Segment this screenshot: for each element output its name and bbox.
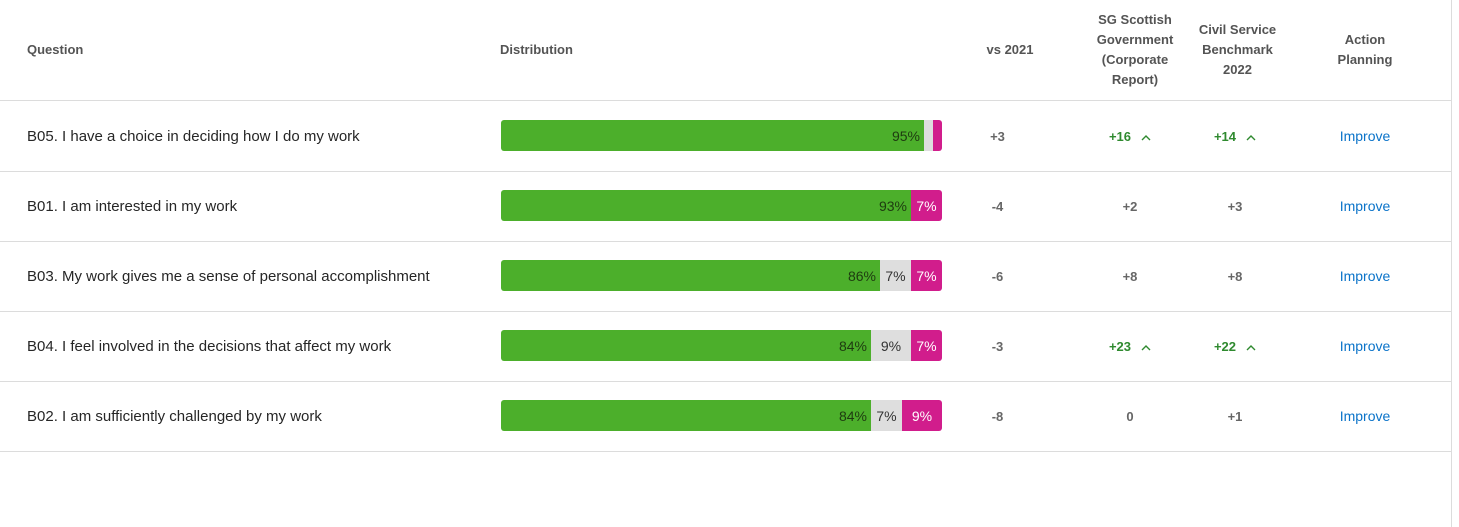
positive-label: 93% — [878, 197, 907, 214]
neutral-label: 7% — [885, 267, 906, 284]
neutral-segment[interactable]: 7% — [880, 260, 911, 291]
header-question[interactable]: Question — [27, 42, 84, 57]
cs-benchmark-comparison: +22 — [1190, 311, 1280, 381]
chevron-up-icon — [1246, 131, 1256, 141]
table-row[interactable]: B04. I feel involved in the decisions th… — [0, 311, 1452, 382]
header-sg-scottish-government[interactable]: SG Scottish Government (Corporate Report… — [1096, 12, 1174, 87]
neutral-segment[interactable]: 9% — [871, 330, 911, 361]
sg-comparison-value: 0 — [1126, 408, 1134, 424]
negative-segment[interactable]: 7% — [911, 260, 942, 291]
sg-comparison-value: +8 — [1122, 268, 1138, 284]
table-row[interactable]: B01. I am interested in my work 93% 7% -4 +2… — [0, 171, 1452, 242]
distribution-bar[interactable]: 93% 7% — [501, 190, 942, 221]
sg-comparison: +16 — [1085, 101, 1175, 171]
chevron-up-icon — [1141, 341, 1151, 351]
neutral-segment[interactable]: 7% — [871, 400, 902, 431]
improve-link[interactable]: Improve — [1339, 268, 1391, 284]
table-header: Question Distribution vs 2021 SG Scottis… — [0, 0, 1452, 101]
cs-benchmark-comparison-value: +8 — [1227, 268, 1243, 284]
table-row[interactable]: B05. I have a choice in deciding how I d… — [0, 101, 1452, 172]
distribution-bar[interactable]: 84% 9% 7% — [501, 330, 942, 361]
negative-label: 7% — [916, 267, 937, 284]
header-civil-service-benchmark[interactable]: Civil Service Benchmark 2022 — [1198, 22, 1277, 77]
negative-label: 9% — [911, 407, 933, 424]
positive-label: 95% — [891, 127, 920, 144]
improve-link[interactable]: Improve — [1339, 128, 1391, 144]
positive-segment[interactable]: 95% — [501, 120, 924, 151]
question-text: B05. I have a choice in deciding how I d… — [27, 127, 360, 145]
sg-comparison: +8 — [1085, 241, 1175, 311]
positive-segment[interactable]: 84% — [501, 400, 871, 431]
cs-benchmark-comparison: +3 — [1190, 171, 1280, 241]
header-action-planning: Action Planning — [1337, 32, 1393, 67]
header-distribution[interactable]: Distribution — [500, 42, 573, 57]
negative-segment[interactable]: 9% — [902, 400, 942, 431]
cs-benchmark-comparison-value: +1 — [1227, 408, 1243, 424]
neutral-label: 7% — [876, 407, 897, 424]
negative-label: 7% — [916, 197, 937, 214]
distribution-bar[interactable]: 95% — [501, 120, 942, 151]
sg-comparison-value: +23 — [1108, 338, 1132, 354]
chevron-up-icon — [1141, 131, 1151, 141]
cs-benchmark-comparison-value: +14 — [1213, 128, 1237, 144]
sg-comparison: +23 — [1085, 311, 1175, 381]
negative-segment[interactable]: 7% — [911, 190, 942, 221]
distribution-bar[interactable]: 86% 7% 7% — [501, 260, 942, 291]
positive-segment[interactable]: 93% — [501, 190, 911, 221]
improve-link[interactable]: Improve — [1339, 198, 1391, 214]
sg-comparison-value: +16 — [1108, 128, 1132, 144]
cs-benchmark-comparison-value: +22 — [1213, 338, 1237, 354]
improve-link[interactable]: Improve — [1339, 408, 1391, 424]
positive-label: 84% — [838, 407, 867, 424]
header-vs-2021[interactable]: vs 2021 — [986, 42, 1034, 57]
table-row[interactable]: B02. I am sufficiently challenged by my … — [0, 381, 1452, 452]
question-text: B04. I feel involved in the decisions th… — [27, 337, 392, 355]
positive-segment[interactable]: 84% — [501, 330, 871, 361]
cs-benchmark-comparison: +1 — [1190, 381, 1280, 451]
cs-benchmark-comparison: +14 — [1190, 101, 1280, 171]
cs-benchmark-comparison: +8 — [1190, 241, 1280, 311]
neutral-segment[interactable] — [924, 120, 933, 151]
cs-benchmark-comparison-value: +3 — [1227, 198, 1243, 214]
neutral-label: 9% — [880, 337, 902, 354]
question-text: B03. My work gives me a sense of persona… — [27, 267, 430, 285]
sg-comparison-value: +2 — [1122, 198, 1138, 214]
question-text: B01. I am interested in my work — [27, 197, 238, 215]
negative-segment[interactable] — [933, 120, 942, 151]
sg-comparison: +2 — [1085, 171, 1175, 241]
vs-2021-value: -4 — [991, 198, 1004, 214]
negative-segment[interactable]: 7% — [911, 330, 942, 361]
vs-2021-value: -8 — [991, 408, 1004, 424]
positive-segment[interactable]: 86% — [501, 260, 880, 291]
vs-2021-value: +3 — [990, 128, 1005, 144]
negative-label: 7% — [916, 337, 937, 354]
positive-label: 84% — [838, 337, 867, 354]
improve-link[interactable]: Improve — [1339, 338, 1391, 354]
vs-2021-value: -6 — [991, 268, 1004, 284]
chevron-up-icon — [1246, 341, 1256, 351]
sg-comparison: 0 — [1085, 381, 1175, 451]
vs-2021-value: -3 — [991, 338, 1004, 354]
distribution-bar[interactable]: 84% 7% 9% — [501, 400, 942, 431]
table-row[interactable]: B03. My work gives me a sense of persona… — [0, 241, 1452, 312]
question-text: B02. I am sufficiently challenged by my … — [27, 407, 322, 425]
positive-label: 86% — [847, 267, 876, 284]
